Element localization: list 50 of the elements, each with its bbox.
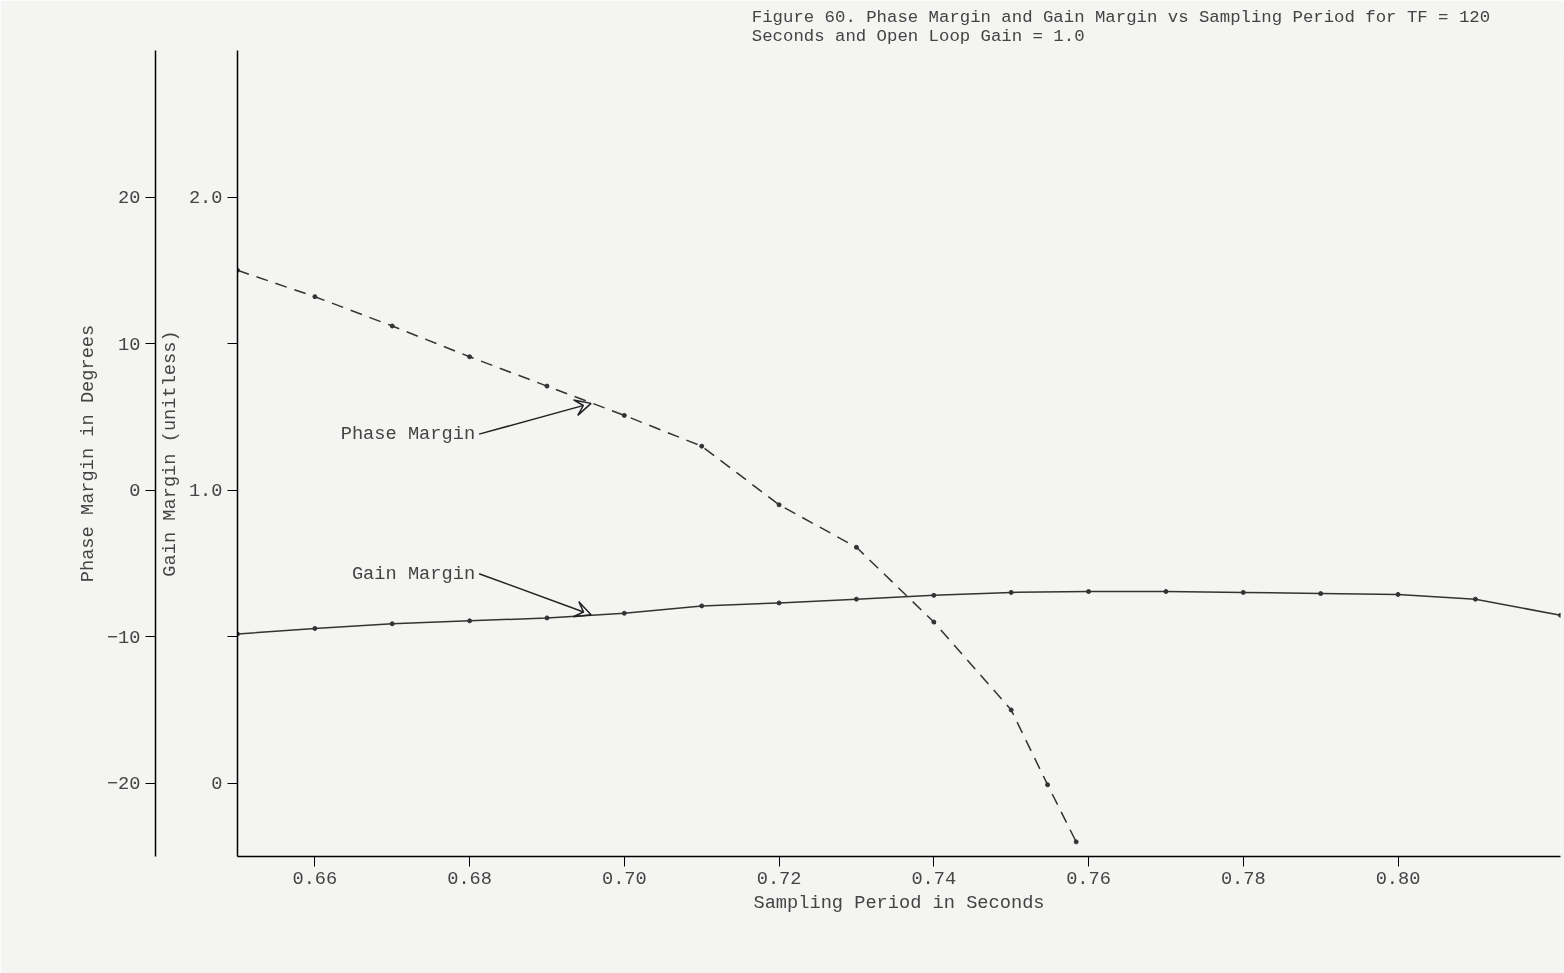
- point: [467, 618, 473, 624]
- annotation: Gain Margin: [351, 562, 476, 585]
- y2-tick-label: −10: [106, 626, 141, 649]
- point: [1240, 589, 1246, 595]
- point: [1008, 707, 1014, 713]
- x-tick-label: 0.66: [292, 867, 338, 890]
- point: [389, 323, 395, 329]
- y2-tick-label: 20: [118, 187, 141, 210]
- x-tick-label: 0.70: [601, 867, 647, 890]
- point: [1045, 782, 1051, 788]
- point: [1073, 839, 1079, 845]
- y2-tick-label: 0: [129, 480, 141, 503]
- y-tick-label: 1.0: [188, 480, 223, 503]
- x-tick-label: 0.74: [911, 867, 957, 890]
- point: [312, 294, 318, 300]
- y-tick-label: 0: [211, 773, 223, 796]
- point: [853, 596, 859, 602]
- point: [1395, 591, 1401, 597]
- point: [544, 615, 550, 621]
- point: [1318, 591, 1324, 597]
- y-axis-title: Gain Margin (unitless): [158, 330, 181, 577]
- y2-tick-label: 10: [118, 333, 141, 356]
- point: [312, 625, 318, 631]
- chart-title: Figure 60. Phase Margin and Gain Margin vs Sampling Period for TF = 120 Seconds and Open Loop Gain = 1.0: [751, 7, 1491, 46]
- point: [931, 619, 937, 625]
- x-axis-title: Sampling Period in Seconds: [753, 891, 1045, 914]
- y-tick-label: 2.0: [188, 187, 223, 210]
- point: [621, 610, 627, 616]
- point: [621, 412, 627, 418]
- point: [544, 383, 550, 389]
- point: [699, 443, 705, 449]
- x-tick-label: 0.80: [1375, 867, 1421, 890]
- point: [931, 592, 937, 598]
- x-tick-label: 0.76: [1066, 867, 1111, 890]
- point: [467, 354, 473, 360]
- x-tick-label: 0.68: [447, 867, 493, 890]
- point: [1008, 589, 1014, 595]
- x-tick-label: 0.72: [756, 867, 802, 890]
- y2-tick-label: −20: [106, 773, 141, 796]
- point: [776, 600, 782, 606]
- point: [1472, 596, 1478, 602]
- point: [776, 502, 782, 508]
- point: [389, 621, 395, 627]
- point: [1163, 589, 1169, 595]
- point: [699, 603, 705, 609]
- y2-axis-title: Phase Margin in Degrees: [76, 324, 99, 583]
- annotation: Phase Margin: [340, 423, 476, 446]
- point: [853, 544, 859, 550]
- x-tick-label: 0.78: [1220, 867, 1266, 890]
- point: [1086, 589, 1092, 595]
